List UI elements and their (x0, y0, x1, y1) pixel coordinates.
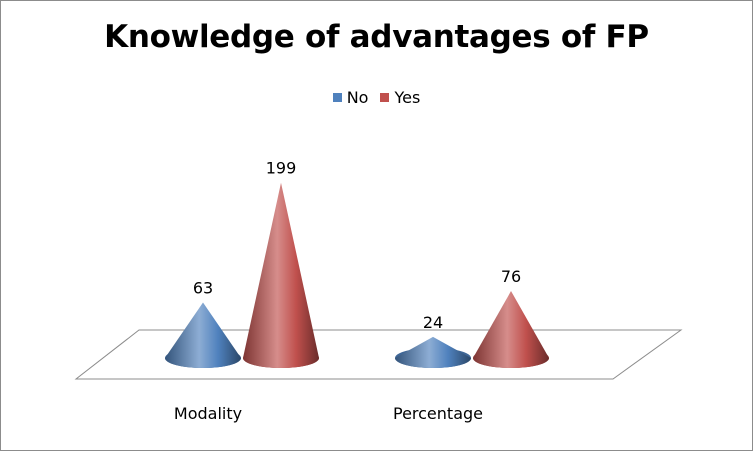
legend-swatch-yes (380, 93, 390, 102)
cone-yes-percentage (473, 291, 549, 368)
data-label-yes-percentage: 76 (501, 267, 521, 286)
legend-label-no: No (346, 88, 369, 107)
cone-no-percentage (395, 336, 471, 368)
cone-yes-modality (243, 182, 319, 368)
legend-item-yes: Yes (380, 88, 420, 107)
legend: No Yes (1, 88, 752, 107)
category-label-percentage: Percentage (393, 404, 483, 423)
cone-body (165, 302, 241, 368)
data-label-no-modality: 63 (193, 279, 213, 298)
cone-no-modality (165, 302, 241, 368)
legend-item-no: No (332, 88, 369, 107)
cone-body (243, 182, 319, 368)
data-label-yes-modality: 199 (266, 159, 297, 178)
cone-body (395, 336, 471, 368)
legend-swatch-no (332, 93, 342, 102)
legend-label-yes: Yes (394, 88, 421, 107)
floor-plane (74, 329, 683, 380)
data-label-no-percentage: 24 (423, 313, 443, 332)
cone-body (473, 291, 549, 368)
category-label-modality: Modality (174, 404, 242, 423)
chart-title: Knowledge of advantages of FP (104, 19, 649, 55)
